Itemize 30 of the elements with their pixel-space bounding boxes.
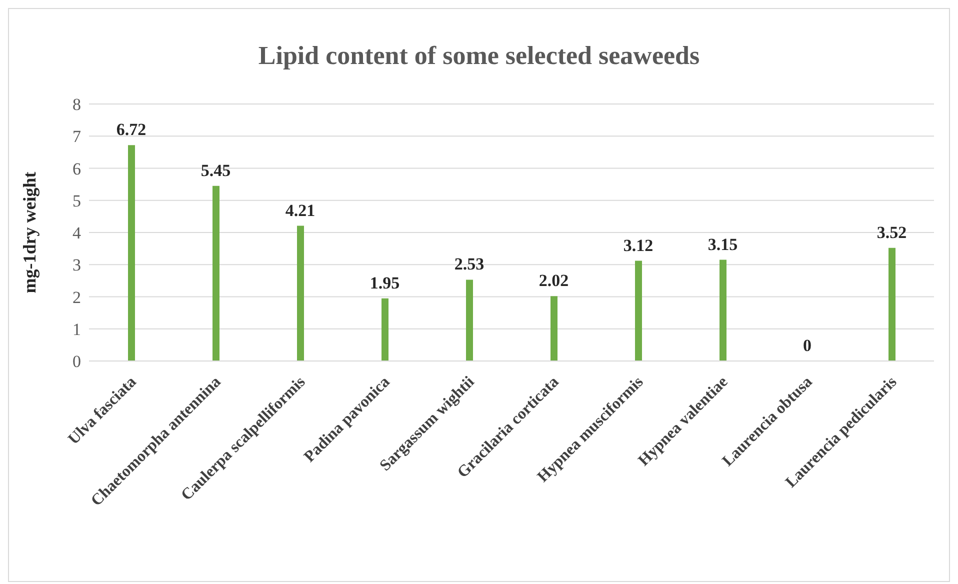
y-tick-label: 2 [72, 288, 81, 307]
y-tick-label: 8 [72, 95, 81, 114]
data-label: 6.72 [116, 120, 146, 140]
y-tick-label: 4 [72, 224, 82, 243]
data-label: 3.15 [708, 234, 738, 254]
y-tick-label: 0 [72, 352, 81, 372]
data-label: 1.95 [370, 273, 400, 292]
chart-title: Lipid content of some selected seaweeds [257, 41, 701, 71]
bar [128, 145, 135, 361]
y-axis-title: mg-1dry weight [19, 172, 40, 294]
bar [466, 280, 473, 361]
data-label: 5.45 [200, 160, 231, 180]
bar [297, 226, 304, 361]
y-tick-label: 5 [72, 191, 81, 210]
data-label: 3.52 [876, 222, 907, 242]
y-tick-label: 3 [72, 256, 81, 275]
data-label: 4.21 [285, 200, 316, 220]
data-label: 0 [803, 336, 812, 355]
bar [382, 298, 388, 361]
bar [212, 186, 220, 361]
y-tick-label: 1 [72, 320, 81, 339]
y-tick-label: 6 [72, 159, 81, 178]
y-tick-label: 7 [72, 127, 82, 146]
data-label: 3.12 [623, 236, 654, 255]
bar [888, 248, 896, 361]
data-label: 2.02 [538, 271, 569, 290]
data-label: 2.53 [454, 254, 484, 274]
bar [550, 296, 558, 361]
bar [635, 260, 642, 361]
bar [720, 260, 726, 361]
